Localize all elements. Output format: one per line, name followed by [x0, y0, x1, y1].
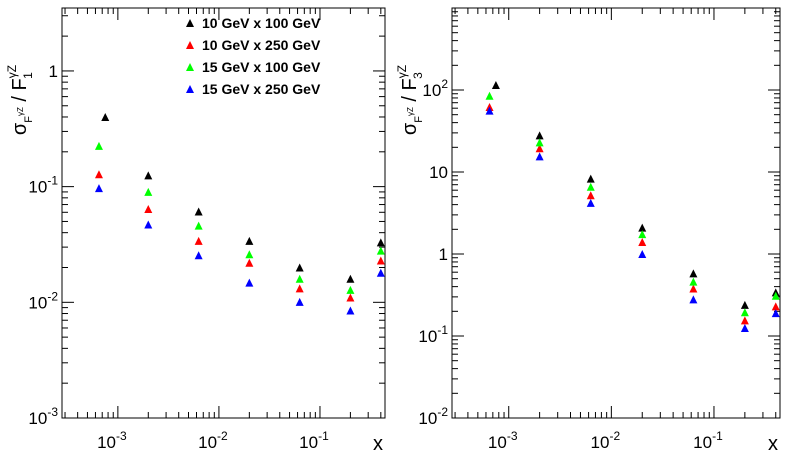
- data-point: [771, 291, 780, 300]
- y-tick-label: 10-2: [418, 405, 448, 428]
- data-point: [638, 230, 647, 239]
- data-point: [689, 284, 698, 293]
- data-point: [740, 316, 749, 325]
- data-point: [740, 324, 749, 333]
- data-point: [94, 141, 103, 150]
- y-tick-label: 10-1: [418, 323, 448, 346]
- x-axis-title: x: [768, 433, 778, 455]
- data-point: [586, 198, 595, 207]
- y-tick-label: 10-2: [28, 289, 58, 312]
- y-tick-label: 10-1: [28, 174, 58, 197]
- data-point: [144, 171, 153, 180]
- data-point: [376, 246, 385, 255]
- x-tick-label: 10-3: [488, 429, 518, 452]
- data-point: [194, 251, 203, 260]
- data-point: [245, 236, 254, 245]
- data-point: [689, 295, 698, 304]
- legend-label: 15 GeV x 100 GeV: [202, 59, 321, 75]
- data-point: [295, 284, 304, 293]
- data-point: [346, 285, 355, 294]
- y-tick-label: 10-3: [28, 405, 58, 428]
- data-point: [535, 138, 544, 147]
- legend-marker: [186, 19, 194, 27]
- data-point: [144, 220, 153, 229]
- data-point: [194, 207, 203, 216]
- y-axis-title: σFγZ / FγZ 1: [5, 65, 35, 135]
- data-point: [638, 238, 647, 247]
- data-point: [346, 293, 355, 302]
- data-point: [689, 277, 698, 286]
- panel-right: 10-3 10-2 10-1 10-2 10-1 1 10 102 x σFγZ / FγZ 3: [395, 7, 781, 455]
- legend-marker: [186, 85, 194, 93]
- data-point: [485, 91, 494, 100]
- panel-left: 10-3 10-2 10-1 10-3 10-2 10-1 1 x σFγZ / FγZ 1 10 …: [5, 7, 386, 455]
- data-point: [586, 182, 595, 191]
- data-point: [94, 170, 103, 179]
- data-point: [94, 184, 103, 193]
- x-tick-label: 10-1: [693, 429, 723, 452]
- data-point: [245, 278, 254, 287]
- data-point: [295, 263, 304, 272]
- legend-label: 10 GeV x 250 GeV: [202, 37, 321, 53]
- data-point: [101, 112, 110, 121]
- data-point: [144, 205, 153, 214]
- legend-marker: [186, 41, 194, 49]
- data-point: [535, 131, 544, 140]
- legend-label: 15 GeV x 250 GeV: [202, 81, 321, 97]
- legend-label: 10 GeV x 100 GeV: [202, 15, 321, 31]
- data-point: [194, 236, 203, 245]
- data-point: [245, 258, 254, 267]
- data-point: [376, 256, 385, 265]
- data-point: [638, 250, 647, 258]
- data-point: [346, 306, 355, 315]
- data-point: [689, 269, 698, 278]
- legend: 10 GeV x 100 GeV 10 GeV x 250 GeV 15 GeV x…: [186, 15, 321, 97]
- y-tick-label: 1: [49, 62, 58, 81]
- x-tick-label: 10-2: [198, 429, 228, 452]
- data-point: [638, 223, 647, 232]
- data-point: [346, 274, 355, 283]
- data-point: [245, 250, 254, 259]
- y-tick-label: 1: [439, 245, 448, 264]
- x-axis-title: x: [373, 433, 383, 455]
- x-tick-label: 10-1: [299, 429, 329, 452]
- data-point: [376, 238, 385, 247]
- data-point: [376, 268, 385, 277]
- plot-frame: [451, 7, 781, 419]
- plot-frame: [61, 7, 386, 419]
- data-point: [771, 309, 780, 318]
- data-point: [586, 191, 595, 200]
- y-tick-label: 102: [422, 77, 448, 100]
- data-point: [535, 152, 544, 161]
- data-point: [740, 300, 749, 309]
- y-axis-title: σFγZ / FγZ 3: [395, 65, 425, 135]
- data-point: [144, 187, 153, 196]
- data-point: [485, 106, 494, 115]
- data-point: [295, 274, 304, 283]
- data-point: [194, 221, 203, 230]
- data-point: [491, 81, 500, 90]
- data-point: [535, 144, 544, 153]
- data-point: [771, 302, 780, 311]
- data-point: [586, 174, 595, 183]
- data-point: [740, 308, 749, 317]
- x-tick-label: 10-2: [591, 429, 621, 452]
- legend-marker: [186, 63, 194, 71]
- data-point: [295, 297, 304, 306]
- y-tick-label: 10: [429, 163, 448, 182]
- x-tick-label: 10-3: [97, 429, 127, 452]
